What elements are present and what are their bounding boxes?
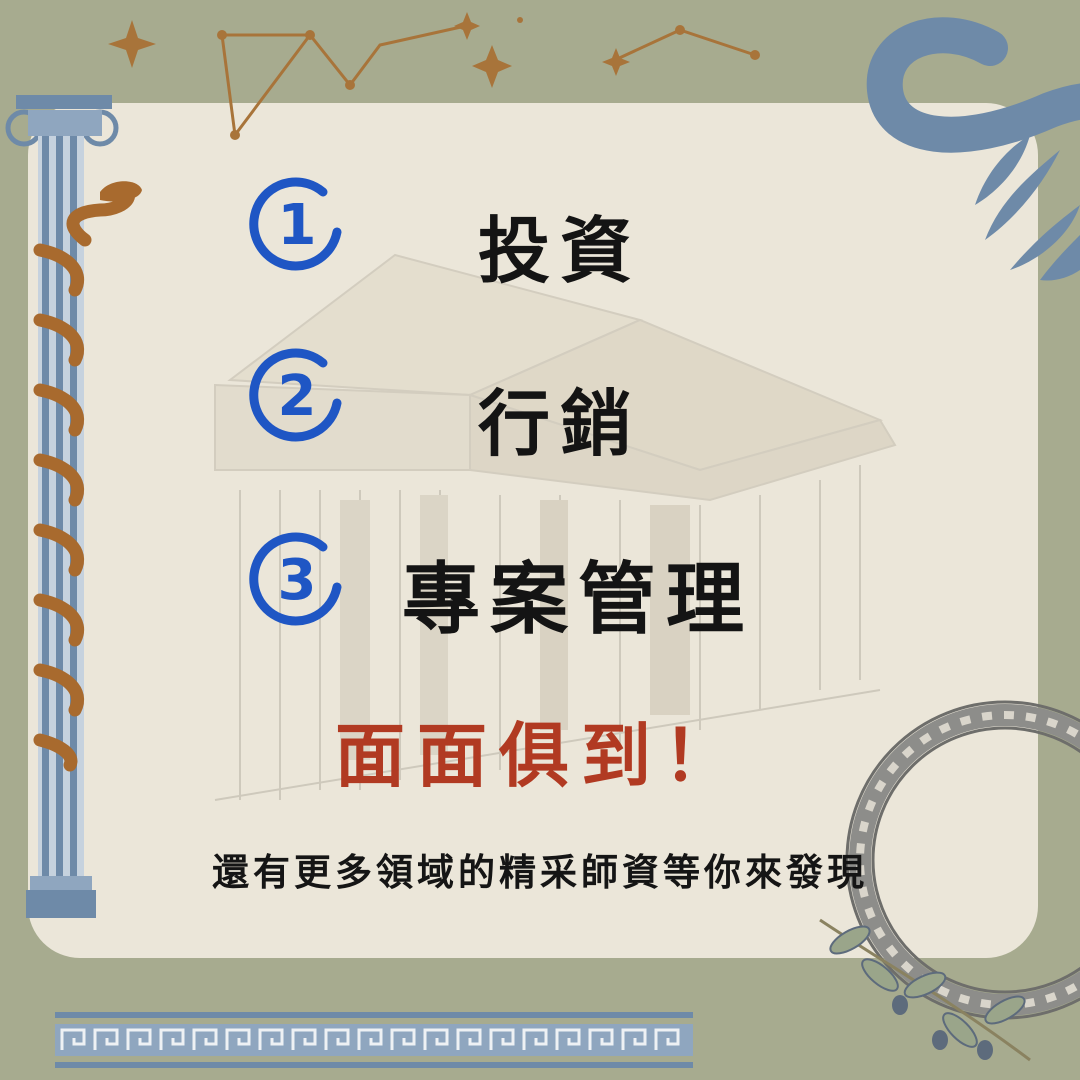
item-label-1: 投資 — [478, 209, 643, 293]
number-badge-3: 3 — [245, 527, 349, 631]
tagline: 面面俱到！ — [335, 715, 745, 797]
number-badge-1: 1 — [245, 172, 349, 276]
item-label-3: 專案管理 — [402, 555, 755, 645]
item-label-2: 行銷 — [478, 382, 643, 466]
snake-icon — [33, 186, 136, 772]
circle-icon: 3 — [249, 532, 342, 626]
number-2: 2 — [278, 364, 317, 429]
star-icon — [108, 12, 760, 140]
constellation-icon — [220, 23, 756, 139]
number-3: 3 — [278, 548, 317, 613]
snake-head-icon — [100, 181, 142, 202]
wave-swirl-icon — [866, 17, 1080, 153]
leaf-spray-icon — [975, 135, 1080, 281]
number-badge-2: 2 — [245, 343, 349, 447]
number-1: 1 — [278, 193, 317, 258]
olive-branch-icon — [819, 918, 1031, 1062]
greek-key-border-icon — [55, 1012, 693, 1068]
circle-icon: 2 — [249, 348, 342, 442]
footnote: 還有更多領域的精采師資等你來發現 — [212, 851, 868, 894]
circle-icon: 1 — [249, 177, 342, 271]
